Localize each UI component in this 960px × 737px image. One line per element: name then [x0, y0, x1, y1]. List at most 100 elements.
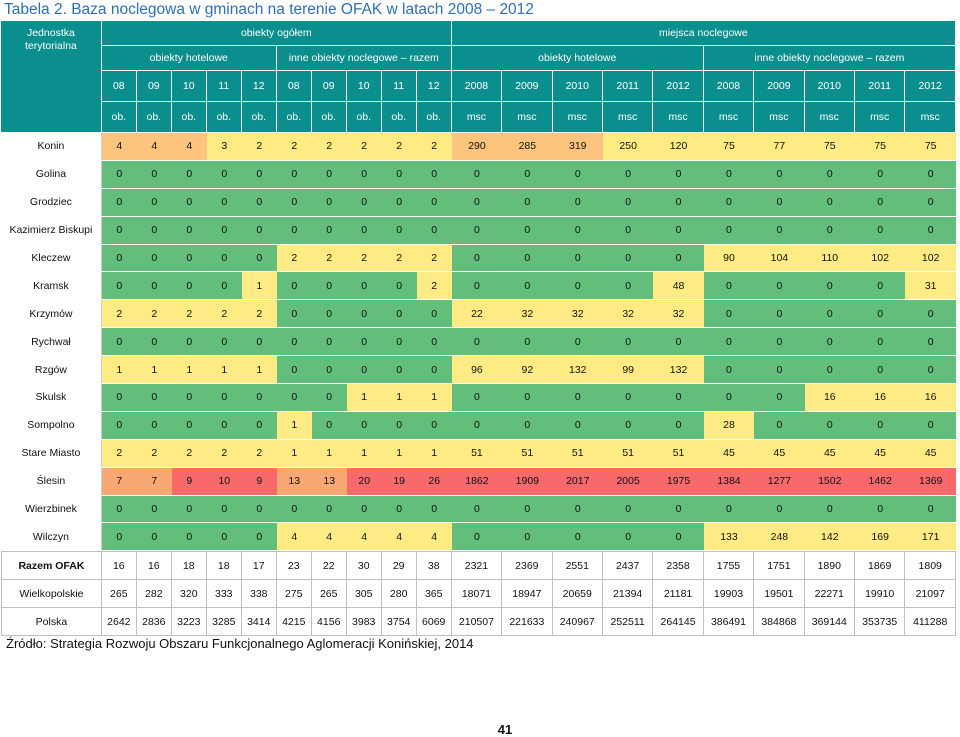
table-cell: 0	[804, 216, 855, 245]
table-cell: 0	[703, 384, 755, 412]
table-cell: 0	[276, 328, 312, 357]
table-cell: 4	[416, 523, 452, 552]
table-cell: 1	[241, 356, 277, 385]
row-name: Rychwał	[1, 328, 102, 357]
table-cell: 0	[804, 411, 855, 440]
table-cell: 0	[552, 188, 603, 217]
table-cell: 45	[703, 439, 755, 468]
table-cell: 0	[101, 495, 137, 524]
summary-cell: 2551	[552, 551, 603, 581]
table-cell: 102	[854, 244, 906, 273]
table-row: Stare Miasto 2 2 2 2 2 1 1 1 1 1 51 51 51 51 51 45 45 45 45…	[1, 439, 956, 468]
table-cell: 0	[653, 328, 704, 357]
table-cell: 2	[206, 439, 242, 468]
table-cell: 0	[653, 384, 704, 412]
row-name: Wierzbinek	[1, 495, 102, 524]
table-cell: 32	[552, 300, 603, 329]
table-cell: 51	[602, 439, 654, 468]
table-cell: 0	[754, 188, 805, 217]
table-cell: 0	[754, 411, 805, 440]
table-cell: 1462	[854, 467, 906, 496]
table-cell: 0	[171, 495, 207, 524]
table-cell: 1277	[754, 467, 805, 496]
header-year: 2008	[703, 71, 755, 102]
table-cell: 0	[381, 328, 417, 357]
table-cell: 51	[552, 439, 603, 468]
table-row: Grodziec 0 0 0 0 0 0 0 0 0 0 0 0 0 0 0 0 0 0 0 0	[1, 188, 956, 217]
summary-cell: 3754	[381, 608, 417, 637]
table-cell: 0	[136, 328, 172, 357]
header-year: 2012	[905, 71, 956, 102]
header-places: miejsca noclegowe	[451, 21, 956, 46]
header-year: 2009	[502, 71, 553, 102]
header-unit: ob.	[101, 102, 137, 133]
header-unit: ob.	[241, 102, 277, 133]
table-cell: 2	[416, 133, 452, 161]
table-cell: 0	[241, 188, 277, 217]
table-title: Tabela 2. Baza noclegowa w gminach na te…	[4, 1, 534, 18]
table-cell: 285	[502, 133, 553, 161]
table-cell: 0	[905, 495, 956, 524]
table-cell: 0	[602, 495, 654, 524]
table-cell: 0	[346, 272, 382, 301]
table-cell: 1	[416, 384, 452, 412]
table-cell: 0	[241, 495, 277, 524]
summary-cell: 365	[416, 580, 452, 609]
table-cell: 104	[754, 244, 805, 273]
row-name: Skulsk	[1, 384, 102, 412]
table-cell: 45	[905, 439, 956, 468]
table-cell: 0	[653, 495, 704, 524]
table-cell: 0	[754, 356, 805, 385]
table-cell: 75	[804, 133, 855, 161]
table-cell: 0	[416, 300, 452, 329]
table-cell: 0	[602, 216, 654, 245]
summary-cell: 3414	[241, 608, 277, 637]
table-cell: 0	[602, 411, 654, 440]
table-cell: 0	[502, 244, 553, 273]
header-unit: msc	[451, 102, 503, 133]
summary-cell: 386491	[703, 608, 755, 637]
table-cell: 2	[101, 300, 137, 329]
table-cell: 7	[101, 467, 137, 496]
table-cell: 0	[502, 160, 553, 189]
table-cell: 13	[276, 467, 312, 496]
table-cell: 1	[381, 439, 417, 468]
summary-cell: 3983	[346, 608, 382, 637]
table-cell: 1909	[502, 467, 553, 496]
summary-cell: 18	[206, 551, 242, 581]
table-cell: 1384	[703, 467, 755, 496]
header-year: 2009	[754, 71, 805, 102]
summary-cell: 4215	[276, 608, 312, 637]
table-cell: 0	[602, 244, 654, 273]
table-cell: 0	[311, 384, 347, 412]
table-cell: 0	[653, 160, 704, 189]
table-cell: 0	[905, 328, 956, 357]
header-unit: ob.	[206, 102, 242, 133]
table-cell: 0	[206, 216, 242, 245]
header-hotel-places: obiekty hotelowe	[451, 46, 704, 71]
table-cell: 0	[854, 300, 906, 329]
table-cell: 171	[905, 523, 956, 552]
table-cell: 1	[311, 439, 347, 468]
table-cell: 0	[416, 356, 452, 385]
table-cell: 319	[552, 133, 603, 161]
table-cell: 0	[451, 523, 503, 552]
header-year: 09	[136, 71, 172, 102]
table-cell: 0	[552, 384, 603, 412]
table-cell: 2	[381, 133, 417, 161]
table-cell: 2	[241, 300, 277, 329]
header-year: 11	[206, 71, 242, 102]
table-cell: 75	[703, 133, 755, 161]
table-cell: 0	[552, 495, 603, 524]
table-cell: 0	[754, 300, 805, 329]
table-row: Rychwał 0 0 0 0 0 0 0 0 0 0 0 0 0 0 0 0 0 0 0 0	[1, 328, 956, 357]
table-cell: 0	[552, 244, 603, 273]
table-cell: 0	[703, 160, 755, 189]
table-cell: 2	[416, 272, 452, 301]
table-cell: 2	[241, 133, 277, 161]
table-cell: 0	[703, 216, 755, 245]
row-name: Kramsk	[1, 272, 102, 301]
row-name: Krzymów	[1, 300, 102, 329]
table-cell: 2	[381, 244, 417, 273]
summary-cell: 240967	[552, 608, 603, 637]
